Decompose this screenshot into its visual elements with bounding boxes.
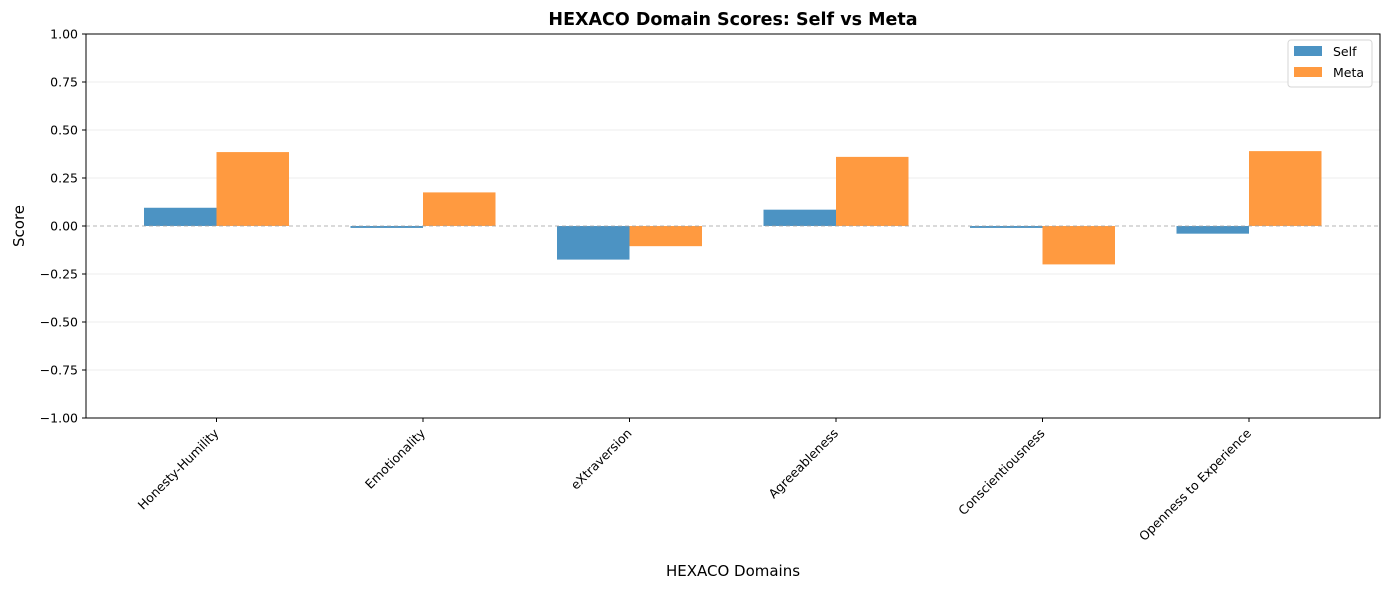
bar-self — [763, 209, 836, 226]
y-axis: 1.00 0.75 0.50 0.25 0.00 −0.25 −0.50 −0.75 −1.00 — [40, 27, 86, 426]
legend-label-meta: Meta — [1333, 65, 1364, 80]
bar-meta — [423, 192, 496, 226]
legend-swatch-meta — [1294, 67, 1322, 77]
chart-title: HEXACO Domain Scores: Self vs Meta — [548, 10, 917, 30]
legend-label-self: Self — [1333, 44, 1357, 59]
y-axis-title: Score — [10, 205, 28, 247]
legend: Self Meta — [1287, 39, 1373, 88]
bar-self — [970, 226, 1043, 228]
legend-swatch-self — [1294, 46, 1322, 56]
bars — [144, 151, 1322, 265]
bar-self — [144, 207, 217, 226]
bar-meta — [1042, 226, 1115, 265]
y-tick-label: −1.00 — [40, 411, 78, 426]
y-tick-label: 1.00 — [50, 27, 78, 42]
bar-self — [557, 226, 630, 260]
y-tick-label: −0.50 — [40, 315, 78, 330]
bar-self — [1176, 226, 1249, 234]
bar-meta — [629, 226, 702, 247]
y-tick-label: 0.50 — [50, 123, 78, 138]
y-tick-label: −0.25 — [40, 267, 78, 282]
bar-meta — [836, 156, 909, 226]
bar-meta — [216, 152, 289, 226]
x-axis-title: HEXACO Domains — [666, 562, 800, 580]
y-tick-label: 0.75 — [50, 75, 78, 90]
y-tick-label: 0.00 — [50, 219, 78, 234]
bar-meta — [1249, 151, 1322, 226]
bar-self — [350, 226, 423, 228]
y-tick-label: −0.75 — [40, 363, 78, 378]
y-tick-label: 0.25 — [50, 171, 78, 186]
